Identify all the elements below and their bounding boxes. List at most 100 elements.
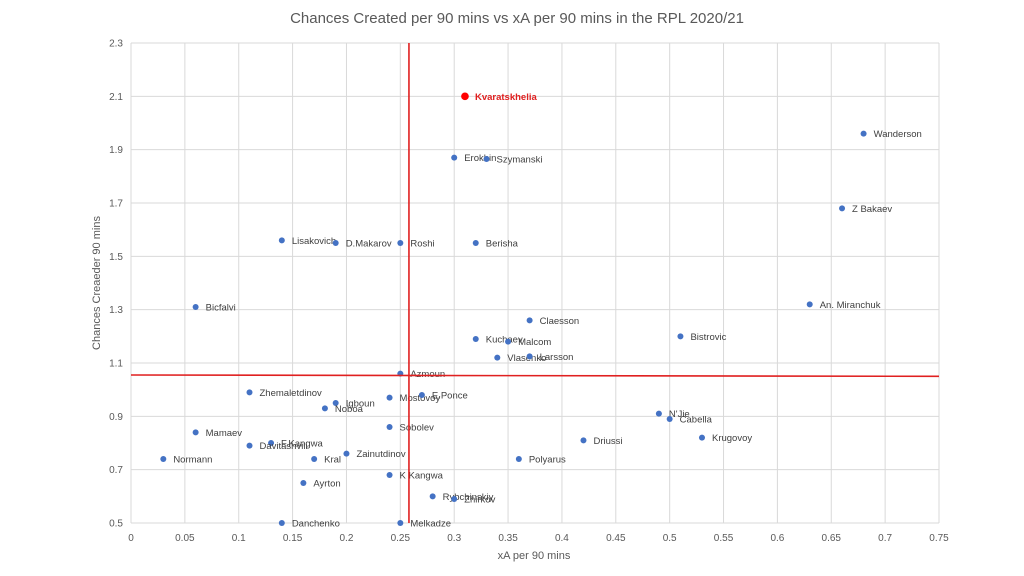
scatter-point <box>472 240 479 246</box>
scatter-point <box>698 434 705 441</box>
point-label: Sobolev <box>400 423 435 434</box>
point-label: Mamaev <box>206 428 243 439</box>
point-label: Berisha <box>486 239 519 250</box>
x-tick-label: 0.65 <box>822 533 842 544</box>
point-label: D.Makarov <box>346 239 392 250</box>
point-label: Zhirkov <box>464 495 495 506</box>
point-label: Malcom <box>518 337 551 348</box>
x-tick-label: 0 <box>128 533 134 544</box>
point-label: N'Jie <box>669 409 690 420</box>
scatter-point <box>321 405 328 412</box>
x-tick-label: 0.55 <box>714 533 734 544</box>
x-tick-label: 0.05 <box>175 533 195 544</box>
scatter-point <box>515 456 522 462</box>
scatter-point <box>397 520 404 526</box>
scatter-point <box>494 354 501 361</box>
x-tick-label: 0.45 <box>606 533 626 544</box>
y-tick-label: 2.3 <box>109 39 123 50</box>
scatter-point <box>332 400 339 406</box>
point-label: Ayrton <box>313 479 340 490</box>
point-label: Bicfalvi <box>206 303 236 314</box>
tick-labels: 0 0.05 0.1 0.15 0.2 0.25 0.3 0.35 0.4 0.45 0.5 0.55… <box>109 39 949 545</box>
chart-title: Chances Created per 90 mins vs xA per 90… <box>290 10 744 27</box>
point-label: Bistrovic <box>690 332 726 343</box>
reference-lines <box>130 43 940 523</box>
point-label: Lisakovich <box>292 236 336 247</box>
x-tick-label: 0.15 <box>283 533 303 544</box>
point-label: Igboun <box>346 399 375 410</box>
scatter-point <box>655 410 662 417</box>
x-axis-label: xA per 90 mins <box>498 550 571 562</box>
x-tick-label: 0.1 <box>232 533 246 544</box>
point-label: F.Kangwa <box>281 439 323 450</box>
scatter-point <box>386 394 393 401</box>
x-tick-label: 0.3 <box>447 533 461 544</box>
scatter-point <box>418 392 425 398</box>
y-axis-label: Chances Creaeder 90 mins <box>91 216 103 350</box>
horizontal-average-line <box>130 374 940 378</box>
point-label: Polyarus <box>529 455 566 466</box>
point-label: Kvaratskhelia <box>475 92 538 103</box>
scatter-point <box>160 456 167 462</box>
y-tick-label: 1.9 <box>109 145 123 156</box>
x-tick-label: 0.6 <box>770 533 784 544</box>
y-tick-label: 1.7 <box>109 199 123 210</box>
y-tick-label: 0.9 <box>109 412 123 423</box>
scatter-point <box>806 301 813 308</box>
scatter-point <box>343 450 350 457</box>
scatter-point <box>246 389 253 396</box>
point-label: Krugovoy <box>712 433 752 444</box>
point-label: Zainutdinov <box>356 449 405 460</box>
scatter-point <box>386 424 393 430</box>
x-tick-label: 0.75 <box>929 533 949 544</box>
y-tick-label: 1.1 <box>109 359 123 370</box>
point-label: Normann <box>173 455 212 466</box>
scatter-point <box>860 130 867 137</box>
x-tick-label: 0.7 <box>878 533 892 544</box>
point-label: Szymanski <box>497 155 543 166</box>
point-label: Claesson <box>540 316 580 327</box>
y-tick-label: 1.5 <box>109 252 123 263</box>
scatter-point <box>472 336 479 342</box>
scatter-point <box>666 416 673 422</box>
gridlines <box>130 42 940 524</box>
point-label: Roshi <box>410 239 434 250</box>
scatter-point <box>580 437 587 444</box>
scatter-point <box>192 429 199 436</box>
point-label: K Kangwa <box>400 471 444 482</box>
scatter-point <box>246 442 253 449</box>
x-tick-label: 0.35 <box>498 533 518 544</box>
y-tick-label: 1.3 <box>109 305 123 316</box>
point-label: Davitashvili <box>260 441 308 452</box>
data-points: Kvaratskhelia Wanderson Erokhin Szymanski Z … <box>160 92 922 530</box>
scatter-point <box>526 353 533 360</box>
point-label: Azmoun <box>410 369 445 380</box>
point-label: Danchenko <box>292 519 340 530</box>
scatter-point <box>332 240 339 246</box>
point-label: Zhemaletdinov <box>260 388 323 399</box>
point-label: Noboa <box>335 404 364 415</box>
x-tick-label: 0.25 <box>391 533 411 544</box>
scatter-point <box>677 333 684 340</box>
point-label: Cabella <box>680 415 713 426</box>
point-label: Z Bakaev <box>852 204 892 215</box>
point-label: Rybchinskiy <box>443 492 494 503</box>
scatter-point <box>268 440 275 446</box>
y-tick-label: 0.5 <box>109 519 123 530</box>
y-tick-label: 0.7 <box>109 465 123 476</box>
point-label: E.Ponce <box>432 391 468 402</box>
point-label: Wanderson <box>874 129 922 140</box>
point-label: Mostovoy <box>400 393 441 404</box>
x-tick-label: 0.2 <box>340 533 354 544</box>
point-label: Kuchaev <box>486 335 523 346</box>
point-label: Driussi <box>593 436 622 447</box>
point-label: Melkadze <box>410 519 451 530</box>
scatter-point <box>429 493 436 500</box>
scatter-point <box>451 154 458 161</box>
y-tick-label: 2.1 <box>109 92 123 103</box>
scatter-point <box>386 472 393 478</box>
scatter-point <box>451 496 458 502</box>
scatter-point <box>278 520 285 526</box>
scatter-point <box>839 205 846 212</box>
scatter-point <box>300 480 307 486</box>
